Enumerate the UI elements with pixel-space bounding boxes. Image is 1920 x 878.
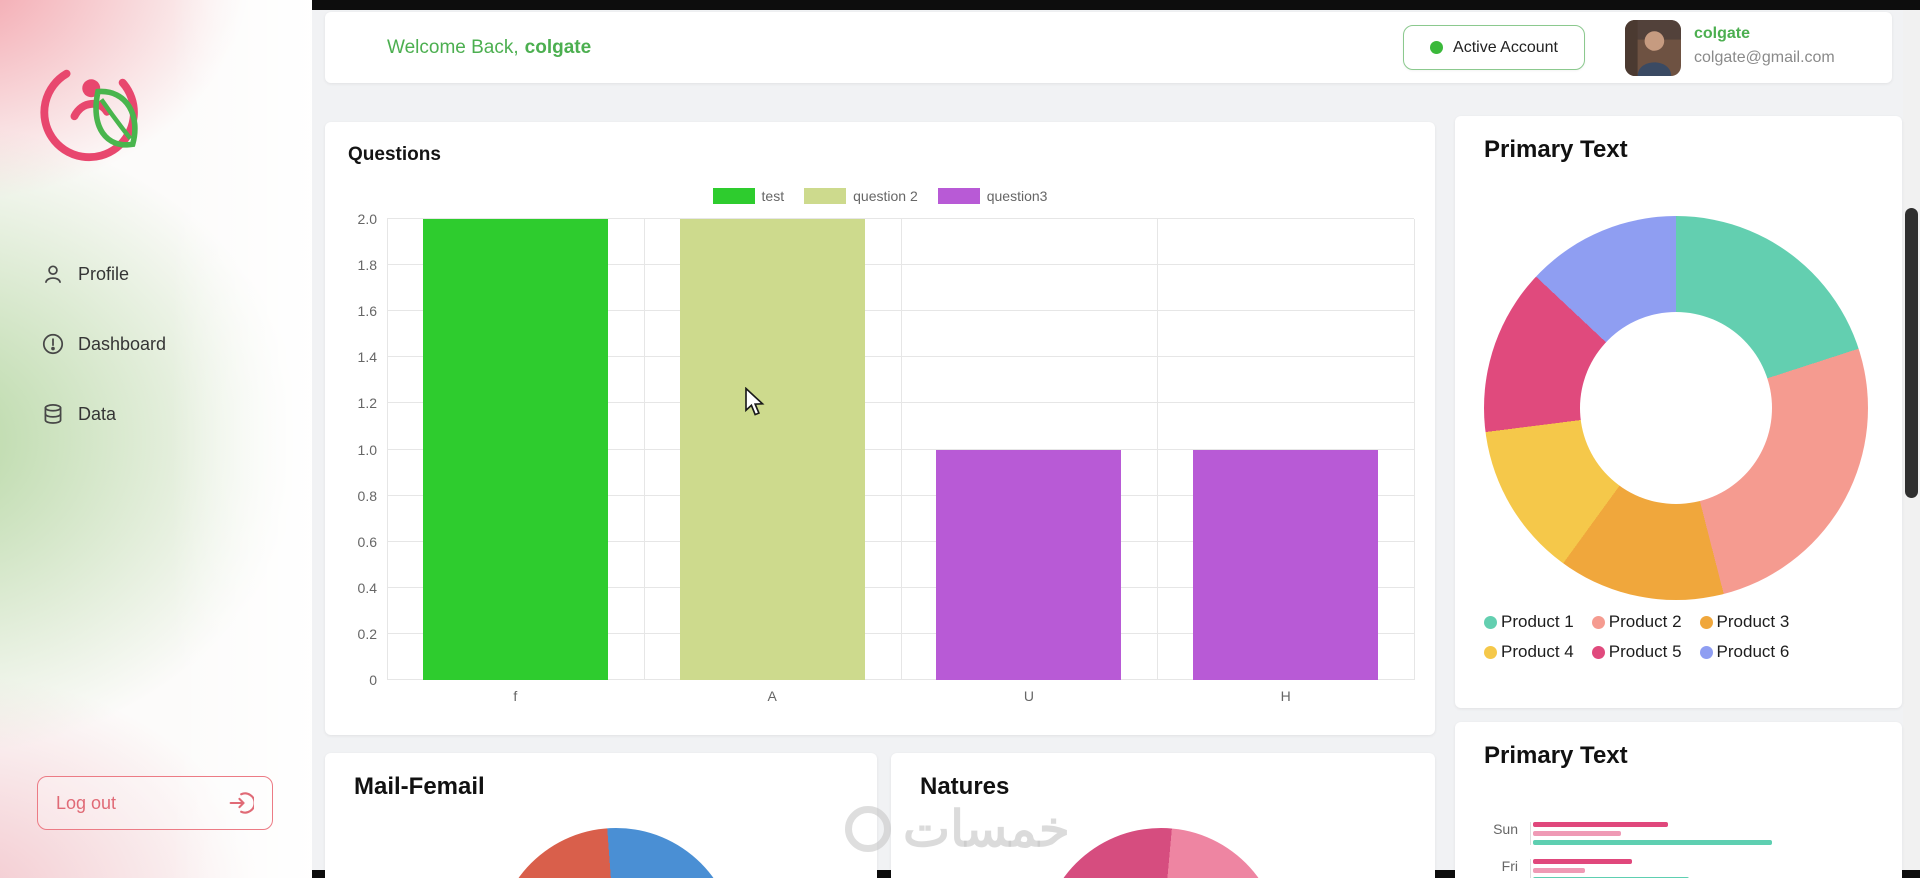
header-card: Welcome Back, colgate Active Account colg… xyxy=(325,12,1892,83)
bar-f xyxy=(422,219,608,680)
mini-bar xyxy=(1533,822,1669,827)
questions-plot xyxy=(387,218,1415,680)
donut-legend-item[interactable]: Product 1 xyxy=(1484,612,1574,632)
donut-legend-item[interactable]: Product 4 xyxy=(1484,642,1574,662)
mini-row-label: Sun xyxy=(1493,821,1518,837)
donut-legend-item[interactable]: Product 3 xyxy=(1699,612,1790,632)
weekday-bars-chart: Sun Fri xyxy=(1484,822,1882,878)
sidebar-nav: Profile Dashboard Data xyxy=(0,256,312,466)
legend-dot-icon xyxy=(1591,615,1605,629)
avatar[interactable] xyxy=(1625,20,1681,76)
sidebar-item-label: Data xyxy=(78,403,117,424)
active-account-button[interactable]: Active Account xyxy=(1403,25,1585,70)
mini-row-label: Fri xyxy=(1501,858,1518,874)
legend-dot-icon xyxy=(1699,615,1713,629)
legend-dot-icon xyxy=(1591,645,1605,659)
active-account-label: Active Account xyxy=(1453,38,1558,56)
donut-legend: Product 1 Product 2 Product 3 Product 4 Prod… xyxy=(1484,612,1884,662)
bar-A xyxy=(679,219,865,680)
weekday-bars-title: Primary Text xyxy=(1484,742,1628,769)
legend-dot-icon xyxy=(1699,645,1713,659)
legend-label: Product 2 xyxy=(1608,612,1682,631)
database-icon xyxy=(40,401,66,427)
x-tick-label: H xyxy=(1280,688,1291,704)
mini-bar xyxy=(1533,831,1622,836)
sidebar-item-data[interactable]: Data xyxy=(40,396,312,432)
legend-label: Product 3 xyxy=(1716,612,1790,631)
bar-H xyxy=(1193,449,1379,680)
questions-legend: test question 2 question3 xyxy=(325,188,1435,204)
mini-bar xyxy=(1533,840,1773,845)
questions-title: Questions xyxy=(348,144,441,165)
legend-swatch-icon xyxy=(712,188,755,204)
mini-bar-row: Sun xyxy=(1484,822,1882,845)
logout-label: Log out xyxy=(56,792,117,813)
legend-item[interactable]: question3 xyxy=(937,188,1048,204)
app-logo-icon xyxy=(33,58,145,170)
dashboard-icon xyxy=(40,331,66,357)
x-tick-label: A xyxy=(767,688,777,704)
legend-dot-icon xyxy=(1484,615,1497,629)
donut-legend-item[interactable]: Product 6 xyxy=(1699,642,1790,662)
logout-button[interactable]: Log out xyxy=(37,776,273,830)
x-tick-label: f xyxy=(513,688,518,704)
natures-card: Natures xyxy=(891,753,1435,878)
natures-title: Natures xyxy=(920,773,1010,800)
questions-chart-card: Questions test question 2 question3 0 0.2 0.… xyxy=(325,122,1435,735)
legend-label: question3 xyxy=(986,188,1048,204)
donut-hole xyxy=(1580,312,1772,504)
sidebar-item-label: Dashboard xyxy=(78,333,167,354)
mouse-cursor-icon xyxy=(744,386,766,422)
welcome-prefix: Welcome Back, xyxy=(387,37,519,58)
vertical-scrollbar[interactable] xyxy=(1903,10,1920,870)
donut-legend-item[interactable]: Product 5 xyxy=(1591,642,1682,662)
natures-pie-chart xyxy=(1041,828,1281,878)
sidebar: Profile Dashboard Data Log out xyxy=(0,0,312,878)
bar-U xyxy=(936,449,1122,680)
top-black-strip xyxy=(312,0,1920,10)
scrollbar-thumb[interactable] xyxy=(1905,208,1918,498)
logout-icon xyxy=(226,789,256,817)
legend-label: Product 1 xyxy=(1501,612,1574,631)
questions-plot-area: 0 0.2 0.4 0.6 0.8 1.0 1.2 1.4 1.6 1.8 2.0 xyxy=(345,211,1415,688)
legend-swatch-icon xyxy=(937,188,980,204)
x-tick-label: U xyxy=(1023,688,1034,704)
legend-label: test xyxy=(761,188,785,204)
legend-label: Product 6 xyxy=(1716,642,1790,661)
legend-label: Product 4 xyxy=(1501,642,1574,661)
legend-dot-icon xyxy=(1484,645,1497,659)
mail-femail-pie-chart xyxy=(496,828,736,878)
products-donut-chart xyxy=(1484,216,1868,600)
profile-email: colgate@gmail.com xyxy=(1694,49,1835,66)
legend-item[interactable]: question 2 xyxy=(804,188,918,204)
mini-bar-row: Fri xyxy=(1484,859,1882,878)
sidebar-item-dashboard[interactable]: Dashboard xyxy=(40,326,312,362)
mail-femail-title: Mail-Femail xyxy=(354,773,485,800)
mail-femail-card: Mail-Femail xyxy=(325,753,877,878)
welcome-username: colgate xyxy=(524,37,592,58)
legend-swatch-icon xyxy=(804,188,847,204)
donut-legend-item[interactable]: Product 2 xyxy=(1591,612,1682,632)
legend-label: question 2 xyxy=(853,188,918,204)
sidebar-item-profile[interactable]: Profile xyxy=(40,256,312,292)
welcome-message: Welcome Back, colgate xyxy=(387,12,591,83)
questions-y-axis: 0 0.2 0.4 0.6 0.8 1.0 1.2 1.4 1.6 1.8 2.0 xyxy=(357,211,377,688)
legend-item[interactable]: test xyxy=(712,188,785,204)
mini-bar xyxy=(1533,859,1632,864)
user-icon xyxy=(40,261,66,287)
legend-label: Product 5 xyxy=(1608,642,1682,661)
profile-name: colgate xyxy=(1694,25,1751,42)
weekday-bars-card: Primary Text Sun Fri xyxy=(1455,722,1902,878)
mini-bar xyxy=(1533,868,1585,873)
active-status-dot-icon xyxy=(1430,41,1444,54)
main-content: Welcome Back, colgate Active Account colg… xyxy=(312,10,1903,878)
products-donut-card: Primary Text Product 1 Product 2 Product 3… xyxy=(1455,116,1902,708)
donut-title: Primary Text xyxy=(1484,136,1628,163)
sidebar-item-label: Profile xyxy=(78,263,130,284)
